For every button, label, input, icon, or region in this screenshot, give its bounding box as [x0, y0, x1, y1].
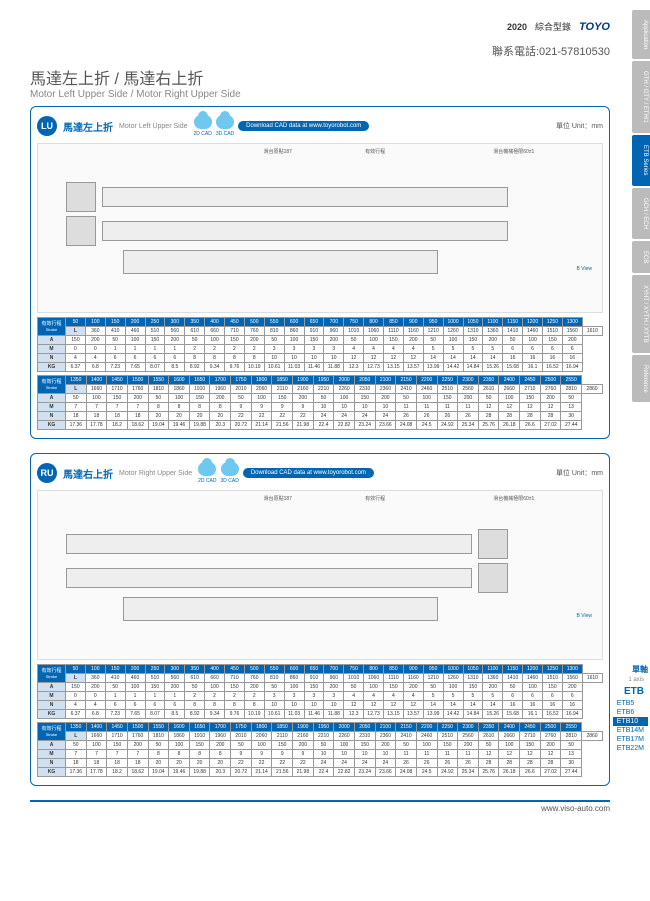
table-lu-1: 有效行程Stroke501001502002503003504004505005… [37, 317, 603, 372]
actuator-bar [102, 221, 508, 241]
annot-origin: 滑台原點187 [264, 148, 292, 155]
contact-phone: 聯系電話:021-57810530 [30, 43, 610, 59]
actuator-bar [66, 568, 472, 588]
side-main: ETB [620, 685, 648, 698]
side-head-en: 1 axis [624, 676, 648, 684]
motor-block [66, 182, 96, 212]
bview-label: B View [577, 266, 592, 272]
section-ru: RU 馬達右上折 Motor Right Upper Side 2D CAD 3… [30, 453, 610, 786]
annot-mechlimit: 滑台機械極限60±1 [493, 495, 534, 502]
section-lu: LU 馬達左上折 Motor Left Upper Side 2D CAD 3D… [30, 106, 610, 439]
footer-url: www.viso-auto.com [30, 800, 610, 813]
unit-ru: 單位 Unit：mm [556, 468, 603, 478]
side-tab[interactable]: GTH / GTY / ETH/1 [632, 61, 650, 133]
annot-stroke: 有效行程 [365, 148, 385, 155]
header: 2020 綜合型錄 TOYO [30, 20, 610, 33]
model-label[interactable]: ETB17M [613, 735, 648, 744]
unit-lu: 單位 Unit：mm [556, 121, 603, 131]
table-ru-1: 有效行程Stroke501001502002503003504004505005… [37, 664, 603, 719]
motor-block [478, 563, 508, 593]
model-label[interactable]: ETB22M [613, 744, 648, 753]
mounting-bar [123, 250, 439, 274]
cloud-icon [216, 115, 234, 129]
brand-logo: TOYO [579, 21, 610, 33]
page-title: 馬達左上折 / 馬達右上折 [30, 65, 610, 89]
side-tab[interactable]: ECB [632, 241, 650, 273]
cad-3d: 3D CAD [216, 131, 234, 137]
table-ru-2: 有效行程Stroke135014001450150015501600165017… [37, 722, 603, 777]
side-tab[interactable]: ETB Series [632, 135, 650, 185]
cad-download-link[interactable]: Download CAD data at www.toyorobot.com [243, 468, 374, 478]
lu-title-en: Motor Left Upper Side [119, 123, 187, 130]
model-label[interactable]: ETB6 [613, 708, 648, 717]
side-head-cn: 單軸 [632, 664, 648, 675]
side-tabs: Application GTH / GTY / ETH/1 ETB Series GC… [632, 10, 650, 402]
side-model-labels: 單軸 1 axis ETB ETB5ETB6ETB10ETB14METB17ME… [613, 664, 648, 753]
cad-2d: 2D CAD [198, 478, 216, 484]
model-label[interactable]: ETB10 [613, 717, 648, 726]
model-label[interactable]: ETB5 [613, 699, 648, 708]
side-tab[interactable]: Application [632, 10, 650, 59]
bview-label: B View [577, 613, 592, 619]
cad-2d: 2D CAD [193, 131, 211, 137]
diagram-ru: 滑台原點187 有效行程 滑台機械極限60±1 B View [37, 490, 603, 660]
header-catalog: 綜合型錄 [535, 20, 571, 33]
mounting-bar [123, 597, 439, 621]
annot-mechlimit: 滑台機械極限60±1 [493, 148, 534, 155]
side-tab[interactable]: Reference [632, 355, 650, 403]
actuator-bar [102, 187, 508, 207]
header-year: 2020 [507, 22, 527, 32]
ru-title: 馬達右上折 [63, 466, 113, 481]
cad-3d: 3D CAD [221, 478, 239, 484]
side-model-list: ETB5ETB6ETB10ETB14METB17METB22M [613, 699, 648, 753]
table-lu-2: 有效行程Stroke135014001450150015501600165017… [37, 375, 603, 430]
motor-block [66, 216, 96, 246]
side-tab[interactable]: GCH / ECH [632, 188, 650, 239]
cloud-icon [194, 115, 212, 129]
cad-download-link[interactable]: Download CAD data at www.toyorobot.com [238, 121, 369, 131]
badge-lu: LU [37, 116, 57, 136]
cloud-icon [221, 462, 239, 476]
actuator-bar [66, 534, 472, 554]
motor-block [478, 529, 508, 559]
side-tab[interactable]: XYHT / XYTH / XYTB [632, 275, 650, 353]
page-title-en: Motor Left Upper Side / Motor Right Uppe… [30, 89, 610, 100]
annot-origin: 滑台原點187 [264, 495, 292, 502]
model-label[interactable]: ETB14M [613, 726, 648, 735]
badge-ru: RU [37, 463, 57, 483]
ru-title-en: Motor Right Upper Side [119, 470, 192, 477]
diagram-lu: 滑台原點187 有效行程 滑台機械極限60±1 B View [37, 143, 603, 313]
cloud-icon [198, 462, 216, 476]
annot-stroke: 有效行程 [365, 495, 385, 502]
lu-title: 馬達左上折 [63, 119, 113, 134]
